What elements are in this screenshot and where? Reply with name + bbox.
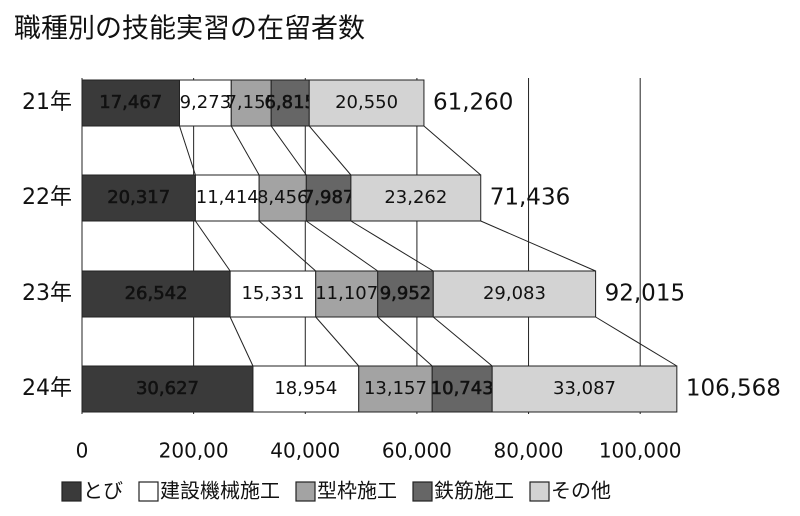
bar-segment <box>252 365 360 413</box>
connector <box>432 316 493 367</box>
x-tick-label: 100,000 <box>599 439 682 463</box>
connector <box>270 125 307 176</box>
bar-segment <box>81 270 231 318</box>
total-label: 106,568 <box>686 376 781 402</box>
connector <box>315 316 360 367</box>
y-tick-label: 21年 <box>22 90 72 115</box>
value-label: 26,542 <box>125 283 188 304</box>
bar-segment <box>81 365 254 413</box>
bar-segment <box>270 79 310 127</box>
bar-segment <box>194 174 260 222</box>
value-label: 29,083 <box>483 283 546 304</box>
connector <box>306 220 379 272</box>
value-label: 6,815 <box>264 92 316 113</box>
x-tick-label: 0 <box>76 439 89 463</box>
y-tick-label: 22年 <box>22 185 72 210</box>
legend-label: とび <box>83 479 123 503</box>
value-label: 7,155 <box>225 92 277 113</box>
bar-segment <box>81 79 180 127</box>
connector <box>230 125 260 176</box>
value-label: 13,157 <box>364 378 427 399</box>
legend-swatch <box>529 481 550 502</box>
y-tick-label: 23年 <box>22 281 72 306</box>
value-label: 8,456 <box>257 187 309 208</box>
value-label: 18,954 <box>274 378 337 399</box>
bar-segment <box>81 174 196 222</box>
connector <box>480 220 596 272</box>
value-label: 20,550 <box>335 92 398 113</box>
bar-segment <box>358 365 433 413</box>
connector <box>229 316 254 367</box>
x-tick-label: 40,000 <box>270 439 340 463</box>
bar-segment <box>377 270 434 318</box>
legend-label: 型枠施工 <box>317 479 397 503</box>
legend-swatch <box>412 481 433 502</box>
x-tick-label: 200,00 <box>159 439 229 463</box>
value-label: 17,467 <box>99 92 162 113</box>
connector <box>377 316 433 367</box>
legend-swatch <box>295 481 316 502</box>
value-label: 33,087 <box>553 378 616 399</box>
value-label: 7,987 <box>303 187 355 208</box>
value-label: 11,107 <box>315 283 378 304</box>
total-label: 71,436 <box>490 185 570 211</box>
legend-label: 鉄筋施工 <box>434 479 514 503</box>
legend-swatch <box>61 481 82 502</box>
bar-segment <box>315 270 379 318</box>
value-label: 23,262 <box>384 187 447 208</box>
value-label: 9,273 <box>180 92 232 113</box>
bar-segment <box>432 270 597 318</box>
bar-segment <box>308 79 425 127</box>
y-tick-label: 24年 <box>22 376 72 401</box>
value-label: 10,743 <box>431 378 494 399</box>
chart-title: 職種別の技能実習の在留者数 <box>14 14 365 45</box>
bar-segment <box>258 174 307 222</box>
connector <box>179 125 196 176</box>
connector <box>595 316 678 367</box>
x-tick-label: 60,000 <box>382 439 452 463</box>
connector <box>194 220 231 272</box>
connector <box>308 125 352 176</box>
legend-swatch <box>138 481 159 502</box>
total-label: 92,015 <box>605 281 685 307</box>
value-label: 20,317 <box>107 187 170 208</box>
value-label: 9,952 <box>380 283 432 304</box>
legend-label: 建設機械施工 <box>160 479 280 503</box>
bar-segment <box>431 365 493 413</box>
connector <box>350 220 434 272</box>
value-label: 15,331 <box>241 283 304 304</box>
total-label: 61,260 <box>433 90 513 116</box>
connector <box>258 220 317 272</box>
bar-segment <box>350 174 482 222</box>
legend-label: その他 <box>551 479 611 503</box>
x-tick-label: 80,000 <box>494 439 564 463</box>
bar-segment <box>229 270 317 318</box>
bar-segment <box>491 365 678 413</box>
connector <box>423 125 482 176</box>
value-label: 30,627 <box>136 378 199 399</box>
value-label: 11,414 <box>196 187 259 208</box>
